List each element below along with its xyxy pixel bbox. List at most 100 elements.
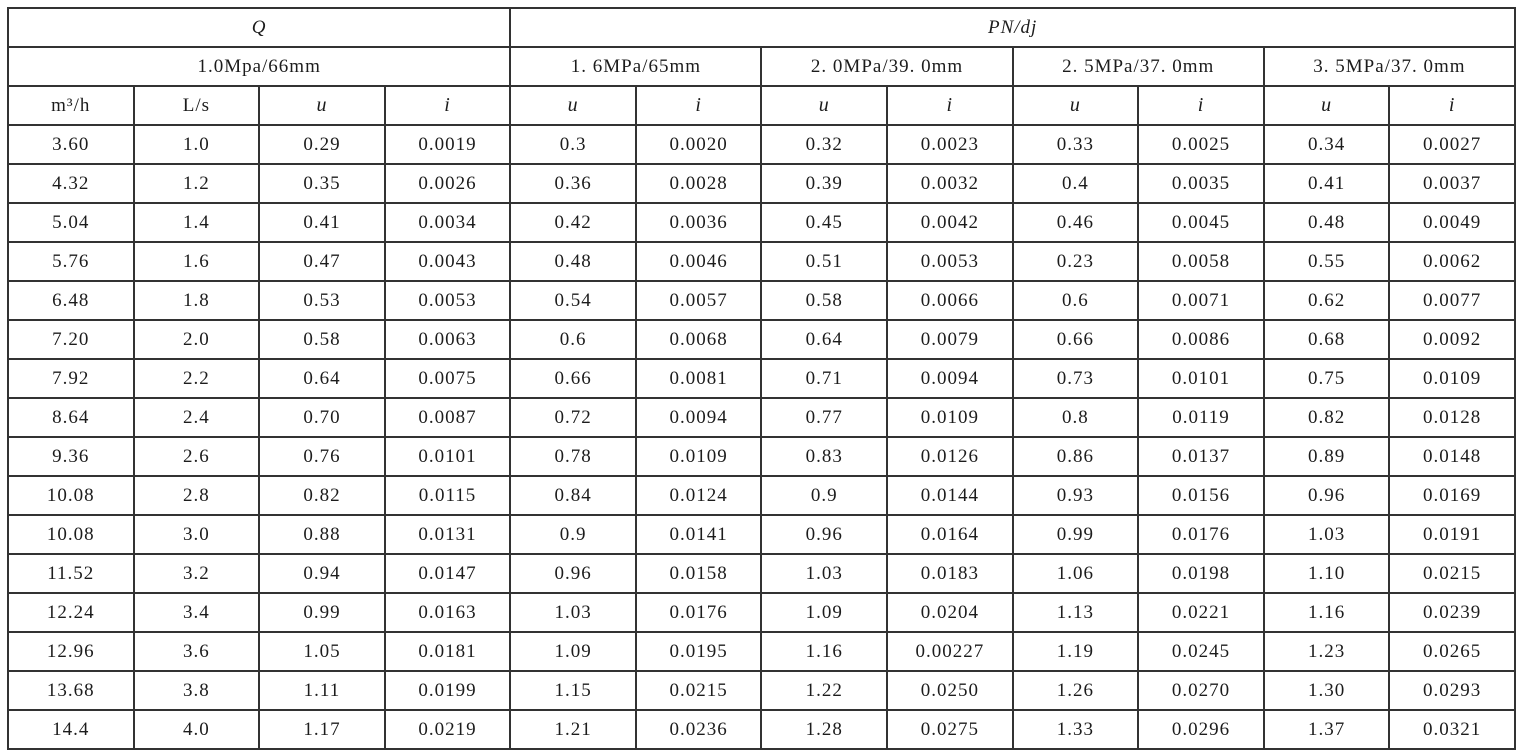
- table-cell: 0.0035: [1137, 163, 1265, 204]
- table-cell: 1.03: [1262, 514, 1391, 555]
- table-cell: 0.71: [760, 358, 889, 399]
- table-cell: 0.4: [1011, 163, 1140, 204]
- table-cell: 12.24: [7, 592, 135, 633]
- table-cell: 0.55: [1262, 241, 1391, 282]
- table-cell: 0.84: [509, 475, 637, 516]
- table-cell: 0.0245: [1137, 631, 1265, 672]
- table-cell: 0.48: [509, 241, 637, 282]
- table-cell: 1.09: [509, 631, 637, 672]
- table-cell: 0.0101: [1137, 358, 1265, 399]
- table-cell: 1.06: [1011, 553, 1140, 594]
- table-cell: 0.0045: [1137, 202, 1265, 243]
- table-cell: 0.0079: [886, 319, 1014, 360]
- table-cell: 0.58: [258, 319, 386, 360]
- table-cell: 1.28: [760, 709, 889, 750]
- table-cell: 0.86: [1011, 436, 1140, 477]
- table-cell: 0.0092: [1388, 319, 1516, 360]
- table-cell: 0.0176: [1137, 514, 1265, 555]
- table-cell: 3.6: [132, 631, 261, 672]
- table-cell: 0.0126: [886, 436, 1014, 477]
- table-cell: 0.0062: [1388, 241, 1516, 282]
- table-row: 5.04 1.4 0.41 0.0034 0.42 0.0036 0.45 0.0042 0.4…: [7, 202, 1516, 243]
- table-cell: 1.03: [509, 592, 637, 633]
- table-row: 12.24 3.4 0.99 0.0163 1.03 0.0176 1.09 0.0204 1.…: [7, 592, 1516, 633]
- table-cell: 1.8: [132, 280, 261, 321]
- table-row: 5.76 1.6 0.47 0.0043 0.48 0.0046 0.51 0.0053 0.2…: [7, 241, 1516, 282]
- table-cell: 0.78: [509, 436, 637, 477]
- table-cell: 0.0169: [1388, 475, 1516, 516]
- table-cell: 0.0156: [1137, 475, 1265, 516]
- table-cell: 10.08: [7, 475, 135, 516]
- header-spec-3-5mpa-37-0mm: 3. 5MPa/37. 0mm: [1262, 46, 1517, 87]
- table-cell: 0.76: [258, 436, 386, 477]
- table-cell: 1.0: [132, 124, 261, 165]
- table-cell: 0.46: [1011, 202, 1140, 243]
- table-cell: 1.17: [258, 709, 386, 750]
- table-cell: 0.99: [258, 592, 386, 633]
- table-cell: 0.96: [760, 514, 889, 555]
- table-cell: 0.0119: [1137, 397, 1265, 438]
- table-cell: 0.77: [760, 397, 889, 438]
- table-cell: 1.09: [760, 592, 889, 633]
- table-cell: 0.0293: [1388, 670, 1516, 711]
- table-cell: 3.4: [132, 592, 261, 633]
- table-cell: 2.2: [132, 358, 261, 399]
- table-cell: 6.48: [7, 280, 135, 321]
- table-cell: 3.8: [132, 670, 261, 711]
- table-cell: 0.51: [760, 241, 889, 282]
- table-cell: 0.0183: [886, 553, 1014, 594]
- table-cell: 1.16: [760, 631, 889, 672]
- table-cell: 0.0071: [1137, 280, 1265, 321]
- table-cell: 0.0221: [1137, 592, 1265, 633]
- table-cell: 7.20: [7, 319, 135, 360]
- table-cell: 0.0204: [886, 592, 1014, 633]
- table-cell: 0.83: [760, 436, 889, 477]
- table-cell: 14.4: [7, 709, 135, 750]
- table-cell: 0.00227: [886, 631, 1014, 672]
- table-cell: 0.0131: [383, 514, 512, 555]
- table-cell: 0.66: [509, 358, 637, 399]
- table-cell: 0.66: [1011, 319, 1140, 360]
- table-cell: 0.0043: [383, 241, 512, 282]
- table-cell: 0.99: [1011, 514, 1140, 555]
- table-row: 7.92 2.2 0.64 0.0075 0.66 0.0081 0.71 0.0094 0.7…: [7, 358, 1516, 399]
- table-cell: 0.0028: [634, 163, 763, 204]
- table-cell: 0.0063: [383, 319, 512, 360]
- table-row: 3.60 1.0 0.29 0.0019 0.3 0.0020 0.32 0.0023 0.33…: [7, 124, 1516, 165]
- table-cell: 0.0296: [1137, 709, 1265, 750]
- table-cell: 0.96: [509, 553, 637, 594]
- table-cell: 0.0019: [383, 124, 512, 165]
- table-cell: 0.0137: [1137, 436, 1265, 477]
- table-cell: 0.53: [258, 280, 386, 321]
- table-cell: 2.6: [132, 436, 261, 477]
- table-cell: 1.13: [1011, 592, 1140, 633]
- table-cell: 0.36: [509, 163, 637, 204]
- table-cell: 0.94: [258, 553, 386, 594]
- pipe-hydraulics-table: Q PN/dj 1.0Mpa/66mm 1. 6MPa/65mm 2. 0MPa…: [6, 7, 1517, 750]
- table-cell: 0.88: [258, 514, 386, 555]
- unit-header-i-3: i: [886, 85, 1014, 126]
- table-cell: 1.19: [1011, 631, 1140, 672]
- table-cell: 0.0124: [634, 475, 763, 516]
- table-cell: 0.0042: [886, 202, 1014, 243]
- table-cell: 1.11: [258, 670, 386, 711]
- header-q: Q: [6, 7, 512, 48]
- table-cell: 0.6: [1011, 280, 1140, 321]
- table-header-row-units: m³/h L/s u i u i u i u i u i: [7, 85, 1516, 126]
- table-cell: 0.48: [1262, 202, 1391, 243]
- unit-header-u-1: u: [258, 85, 386, 126]
- table-row: 13.68 3.8 1.11 0.0199 1.15 0.0215 1.22 0.0250 1.…: [7, 670, 1516, 711]
- table-cell: 0.0250: [886, 670, 1014, 711]
- table-cell: 1.21: [509, 709, 637, 750]
- unit-header-i-5: i: [1388, 85, 1516, 126]
- table-cell: 4.0: [132, 709, 261, 750]
- table-cell: 0.70: [258, 397, 386, 438]
- table-cell: 0.58: [760, 280, 889, 321]
- table-cell: 0.0128: [1388, 397, 1516, 438]
- table-row: 10.08 3.0 0.88 0.0131 0.9 0.0141 0.96 0.0164 0.9…: [7, 514, 1516, 555]
- table-cell: 0.41: [1262, 163, 1391, 204]
- table-cell: 0.0219: [383, 709, 512, 750]
- table-cell: 0.0068: [634, 319, 763, 360]
- table-cell: 0.82: [1262, 397, 1391, 438]
- table-cell: 0.41: [258, 202, 386, 243]
